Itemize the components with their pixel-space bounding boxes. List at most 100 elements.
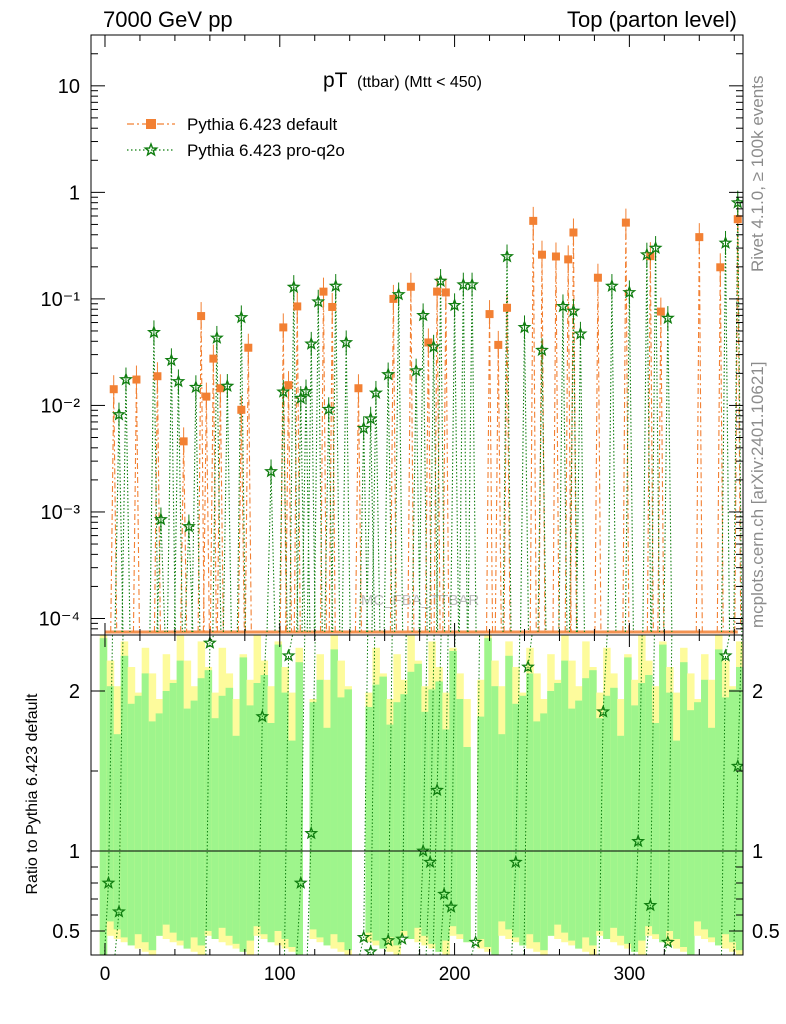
ratio-band-green <box>211 718 220 939</box>
proq2o-data-point <box>447 297 462 312</box>
y-tick-label: 10⁻⁴ <box>39 608 80 630</box>
default-series-spike <box>564 259 572 633</box>
ratio-data-point <box>111 904 126 918</box>
ratio-y-tick-label: 2 <box>69 681 80 703</box>
proq2o-series-spike <box>289 287 299 633</box>
ratio-data-point <box>631 834 646 848</box>
default-data-point <box>237 405 246 414</box>
ratio-band-green <box>708 727 716 938</box>
proq2o-data-point <box>648 240 663 254</box>
default-data-point <box>293 302 302 311</box>
ratio-band-green <box>344 689 352 951</box>
plot-title: pT (ttbar) (Mtt < 450) <box>323 69 482 92</box>
proq2o-data-point <box>299 384 313 398</box>
proq2o-data-point <box>171 374 186 388</box>
plot-title-sub: (ttbar) (Mtt < 450) <box>357 74 482 91</box>
proq2o-series-spike <box>642 254 652 633</box>
default-series-spike <box>716 267 724 633</box>
default-data-point <box>284 381 293 390</box>
ratio-band-green <box>218 695 227 928</box>
ratio-band-green <box>477 716 485 939</box>
default-data-point <box>494 340 503 349</box>
ratio-band-green <box>582 678 590 938</box>
proq2o-series-spike <box>519 327 530 633</box>
ratio-band-green <box>295 662 304 955</box>
proq2o-data-point <box>391 287 406 301</box>
default-data-point <box>733 215 742 224</box>
proq2o-series-spike <box>450 305 460 633</box>
x-tick-label: 200 <box>439 964 471 985</box>
ratio-series-spike <box>523 635 533 955</box>
proq2o-data-point <box>639 247 654 261</box>
ratio-band-green <box>323 727 331 946</box>
default-series-spike <box>646 256 654 633</box>
ratio-band-green <box>113 734 122 930</box>
proq2o-data-point <box>220 378 235 392</box>
legend-proq2o-marker <box>143 142 159 157</box>
proq2o-series-spike <box>121 379 131 633</box>
ratio-data-point <box>304 826 319 840</box>
x-tick-label: 300 <box>614 964 646 985</box>
ratio-panel-series <box>91 635 743 955</box>
proq2o-data-point <box>517 320 532 334</box>
ratio-panel-frame <box>90 634 744 956</box>
default-series-spike <box>657 311 665 633</box>
default-series-spike <box>538 254 546 633</box>
ratio-series-spike <box>598 635 608 955</box>
default-data-point <box>433 287 442 296</box>
default-data-point <box>564 255 573 264</box>
proq2o-data-point <box>433 273 448 287</box>
proq2o-series-spike <box>467 284 477 633</box>
ratio-data-point <box>660 934 675 949</box>
ratio-panel-bands <box>99 635 743 955</box>
default-data-point <box>202 392 211 401</box>
ratio-data-point <box>293 875 308 889</box>
proq2o-data-point <box>573 326 588 340</box>
ratio-band-green <box>638 683 646 941</box>
ratio-data-point <box>281 648 296 662</box>
ratio-band-green <box>274 644 283 931</box>
y-tick-label: 1 <box>69 182 80 204</box>
ratio-band-green <box>162 691 171 925</box>
legend-proq2o-label: Pythia 6.423 pro-q2o <box>187 141 345 160</box>
proq2o-data-point <box>304 336 319 350</box>
default-data-point <box>406 282 415 291</box>
default-data-point <box>537 250 546 259</box>
ratio-band-green <box>267 723 276 943</box>
ratio-band-green <box>575 700 583 949</box>
proq2o-series-spike <box>222 386 232 633</box>
default-data-point <box>621 218 630 227</box>
ratio-data-point <box>430 782 445 797</box>
ratio-band-green <box>400 694 408 931</box>
proq2o-data-point <box>146 325 161 339</box>
ratio-series-spike <box>432 635 442 955</box>
default-data-point <box>389 294 398 303</box>
ratio-data-point <box>395 931 410 945</box>
default-series-spike <box>442 292 450 633</box>
ratio-data-point <box>468 934 483 949</box>
proq2o-data-point <box>604 278 619 292</box>
default-data-point <box>244 343 253 352</box>
proq2o-series-spike <box>575 333 585 633</box>
ratio-band-green <box>736 667 743 951</box>
ratio-band-green <box>554 683 562 925</box>
proq2o-series-spike <box>720 242 731 633</box>
ratio-band-green <box>435 681 443 952</box>
default-data-point <box>424 338 433 347</box>
default-data-point <box>109 385 118 394</box>
ratio-band-green <box>589 670 597 946</box>
ratio-band-green <box>449 651 457 927</box>
ratio-band-green <box>141 673 150 943</box>
ratio-band-green <box>99 638 108 955</box>
proq2o-data-point <box>276 384 291 398</box>
ratio-band-green <box>309 702 317 930</box>
proq2o-data-point <box>660 310 675 325</box>
ratio-band-green <box>337 697 345 943</box>
ratio-band-green <box>316 679 324 938</box>
proq2o-data-point <box>356 420 371 435</box>
proq2o-data-point <box>181 519 196 533</box>
ratio-data-point <box>423 854 438 869</box>
proq2o-series-spike <box>324 409 334 633</box>
proq2o-series-spike <box>558 306 568 633</box>
